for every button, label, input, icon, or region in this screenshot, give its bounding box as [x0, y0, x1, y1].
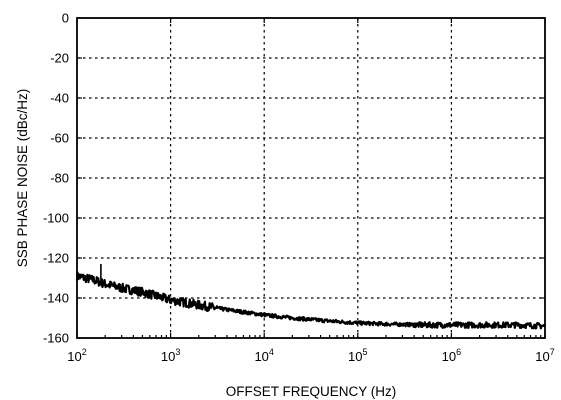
x-axis-label: OFFSET FREQUENCY (Hz)	[226, 384, 397, 399]
y-tick-label: -40	[50, 91, 69, 106]
y-tick-labels: 0 -20 -40 -60 -80 -100 -120 -140 -160	[43, 11, 69, 346]
y-tick-label: -140	[43, 291, 69, 306]
plot-frame	[76, 17, 546, 339]
grid-lines	[77, 18, 545, 338]
x-tick-label: 102	[67, 347, 86, 364]
y-tick-label: -20	[50, 51, 69, 66]
x-tick-labels: 102 103 104 105 106 107	[67, 347, 554, 364]
y-tick-label: -80	[50, 171, 69, 186]
phase-noise-trace	[75, 271, 547, 330]
y-tick-label: -160	[43, 331, 69, 346]
series-layer	[75, 264, 547, 330]
x-tick-label: 104	[254, 347, 273, 364]
y-tick-label: -100	[43, 211, 69, 226]
x-tick-label: 106	[442, 347, 461, 364]
x-tick-label: 105	[348, 347, 367, 364]
y-tick-label: -120	[43, 251, 69, 266]
x-tick-label: 107	[535, 347, 554, 364]
x-tick-label: 103	[161, 347, 180, 364]
y-tick-label: 0	[62, 11, 69, 26]
y-axis-label: SSB PHASE NOISE (dBc/Hz)	[15, 89, 30, 268]
y-tick-label: -60	[50, 131, 69, 146]
